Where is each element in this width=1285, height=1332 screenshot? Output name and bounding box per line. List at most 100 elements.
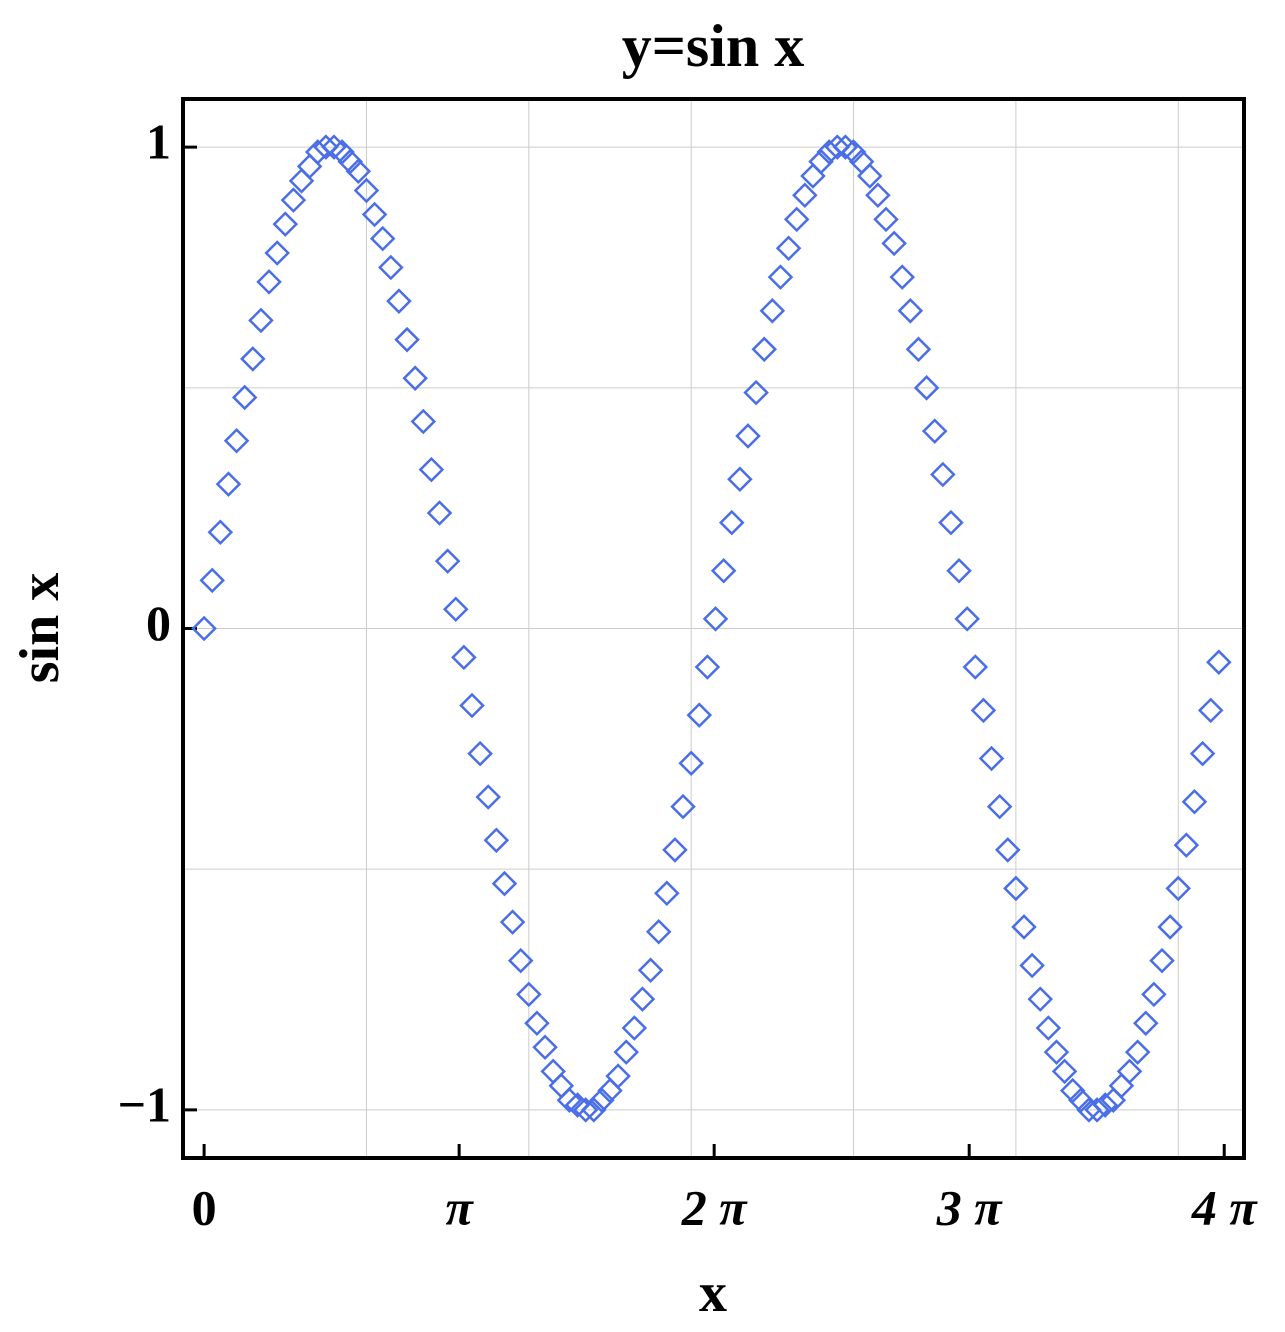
diamond-marker	[589, 1087, 615, 1114]
diamond-marker	[402, 365, 428, 391]
diamond-marker	[913, 375, 940, 401]
diamond-marker	[1124, 1039, 1151, 1065]
diamond-marker	[296, 153, 323, 180]
diamond-marker	[361, 201, 388, 228]
diamond-marker	[231, 384, 258, 411]
diamond-marker	[962, 654, 989, 680]
diamond-marker	[191, 615, 217, 642]
diamond-marker	[426, 500, 453, 526]
x-tick-label: 2 π	[681, 1179, 749, 1235]
diamond-marker	[532, 1034, 558, 1061]
diamond-marker	[670, 793, 696, 820]
diamond-marker	[1019, 952, 1045, 979]
diamond-marker	[905, 336, 932, 363]
x-tick-label: 3 π	[936, 1179, 1004, 1235]
diamond-marker	[248, 307, 274, 334]
x-axis-label: x	[699, 1262, 727, 1324]
diamond-marker	[889, 264, 916, 290]
diamond-marker	[694, 654, 721, 680]
diamond-marker	[986, 793, 1013, 820]
x-tick-label: 0	[192, 1179, 217, 1235]
y-tick-label: 1	[146, 114, 171, 170]
x-tick-label: 4 π	[1191, 1179, 1259, 1235]
chart-title: y=sin x	[622, 13, 805, 79]
diamond-marker	[540, 1058, 566, 1085]
diamond-marker	[507, 947, 534, 974]
diamond-marker	[808, 148, 834, 175]
diamond-marker	[921, 418, 948, 444]
diamond-marker	[1149, 947, 1175, 974]
diamond-marker	[946, 557, 972, 584]
diamond-marker	[199, 567, 225, 594]
diamond-marker	[418, 456, 445, 483]
diamond-marker	[645, 918, 672, 945]
diamond-marker	[727, 466, 753, 493]
diamond-marker	[451, 644, 477, 671]
diamond-marker	[1157, 914, 1183, 940]
diamond-marker	[1092, 1092, 1118, 1118]
diamond-marker	[605, 1063, 631, 1089]
diamond-marker	[524, 1010, 550, 1036]
diamond-marker	[629, 986, 656, 1012]
diamond-marker	[621, 1015, 648, 1041]
diamond-marker	[775, 235, 802, 261]
diamond-marker	[1108, 1073, 1135, 1099]
diamond-marker	[751, 336, 778, 363]
diamond-marker	[718, 509, 745, 536]
diamond-marker	[1043, 1039, 1070, 1065]
diamond-marker	[207, 519, 234, 545]
diamond-marker	[1173, 832, 1200, 858]
diamond-marker	[272, 211, 299, 237]
diamond-marker	[1116, 1058, 1143, 1085]
diamond-marker	[1027, 986, 1054, 1012]
diamond-marker	[467, 740, 493, 767]
diamond-marker	[313, 134, 339, 160]
diamond-marker	[865, 182, 891, 209]
diamond-marker	[548, 1073, 575, 1099]
diamond-marker	[995, 837, 1021, 863]
diamond-marker	[1141, 981, 1167, 1008]
diamond-marker	[499, 909, 526, 935]
diamond-marker	[475, 784, 501, 810]
diamond-marker	[353, 177, 380, 204]
diamond-marker	[459, 692, 485, 719]
diamond-marker	[759, 298, 786, 324]
diamond-marker	[516, 981, 542, 1008]
diamond-marker	[637, 957, 664, 984]
diamond-marker	[767, 264, 794, 290]
diamond-marker	[1011, 914, 1037, 940]
diamond-marker	[580, 1097, 607, 1123]
plot-frame	[181, 97, 1246, 1160]
diamond-marker	[930, 461, 956, 488]
diamond-marker	[280, 187, 307, 213]
diamond-marker	[662, 837, 688, 863]
diamond-marker	[710, 557, 737, 584]
diamond-marker	[386, 288, 412, 314]
diamond-marker	[483, 827, 510, 854]
diamond-marker	[1133, 1010, 1159, 1036]
diamond-marker	[678, 750, 704, 777]
diamond-marker	[215, 471, 242, 497]
diamond-marker	[1189, 740, 1216, 767]
diamond-marker	[881, 230, 907, 257]
diamond-marker	[654, 880, 680, 907]
diamond-marker	[1206, 649, 1232, 675]
diamond-marker	[572, 1097, 599, 1123]
diamond-marker	[1051, 1058, 1078, 1085]
diamond-marker	[394, 326, 420, 353]
diamond-marker	[897, 298, 924, 324]
diamond-marker	[434, 548, 461, 574]
diamond-marker	[735, 423, 761, 449]
diamond-marker	[970, 697, 997, 724]
diamond-marker	[378, 254, 404, 281]
diamond-marker	[938, 509, 964, 536]
diamond-marker	[613, 1039, 640, 1065]
diamond-marker	[1003, 875, 1029, 902]
diamond-marker	[954, 606, 980, 632]
diamond-marker	[1197, 697, 1224, 724]
diamond-marker	[1165, 875, 1192, 902]
diamond-marker	[264, 240, 290, 266]
diamond-marker	[824, 134, 851, 160]
